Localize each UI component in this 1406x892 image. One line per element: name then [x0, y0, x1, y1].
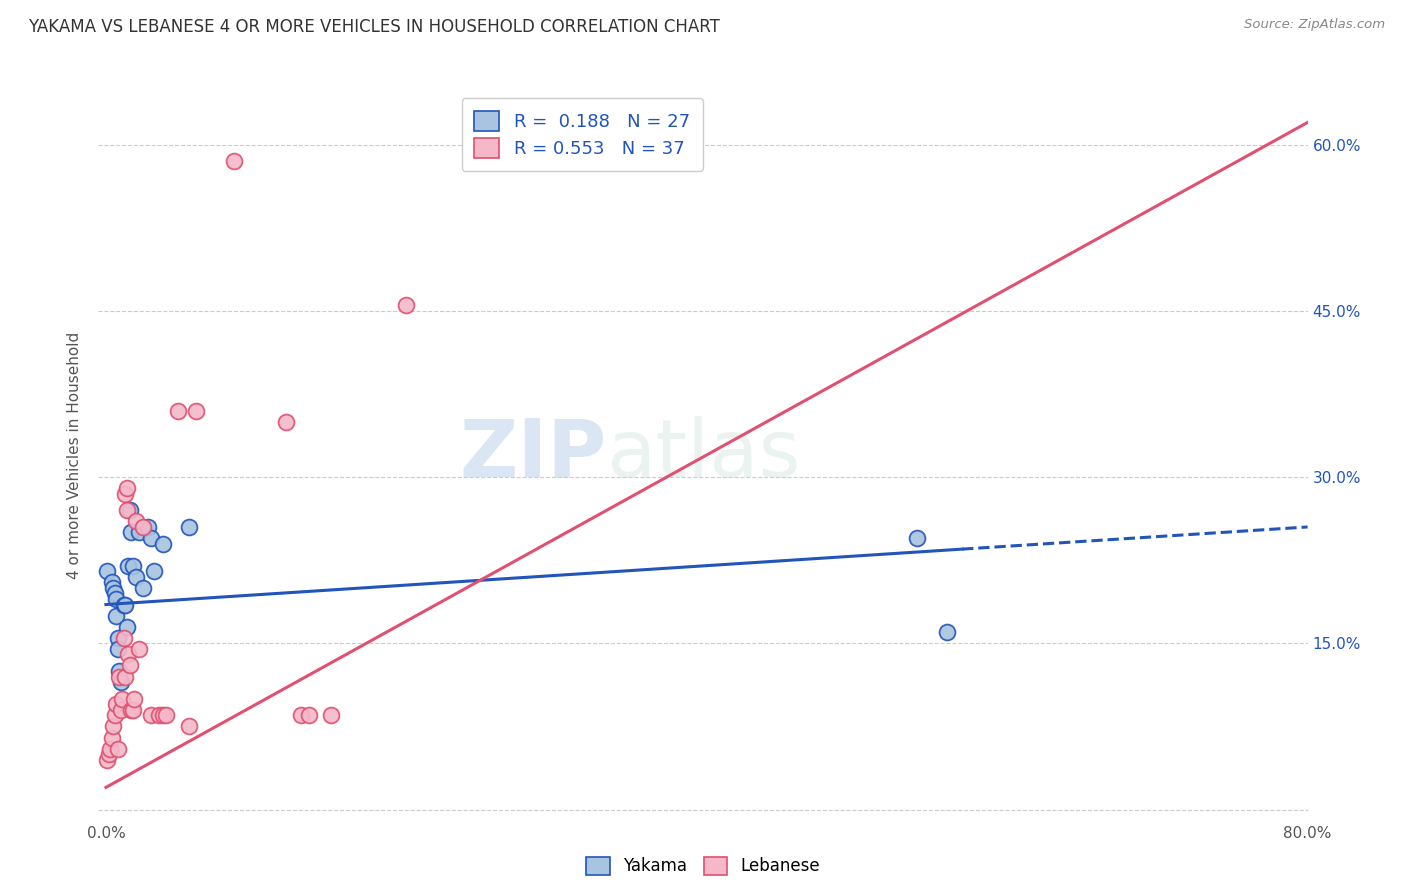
Point: [132, 581, 155, 595]
Point: [321, 708, 343, 723]
Point: [905, 531, 928, 545]
Point: [177, 520, 200, 534]
Point: [110, 703, 132, 717]
Point: [114, 598, 136, 612]
Point: [121, 525, 143, 540]
Point: [121, 703, 143, 717]
Text: YAKAMA VS LEBANESE 4 OR MORE VEHICLES IN HOUSEHOLD CORRELATION CHART: YAKAMA VS LEBANESE 4 OR MORE VEHICLES IN…: [28, 18, 720, 36]
Point: [96, 753, 118, 767]
Point: [107, 641, 129, 656]
Point: [108, 669, 131, 683]
Point: [128, 641, 150, 656]
Point: [222, 154, 245, 169]
Point: [118, 658, 141, 673]
Point: [101, 731, 124, 745]
Point: [125, 515, 148, 529]
Point: [97, 747, 120, 761]
Point: [108, 664, 131, 678]
Point: [112, 631, 135, 645]
Point: [132, 520, 155, 534]
Point: [110, 675, 132, 690]
Point: [105, 608, 128, 623]
Point: [101, 575, 124, 590]
Point: [122, 558, 145, 573]
Point: [276, 415, 298, 429]
Point: [167, 403, 190, 417]
Point: [139, 531, 162, 545]
Point: [155, 708, 177, 723]
Point: [936, 625, 959, 640]
Text: Source: ZipAtlas.com: Source: ZipAtlas.com: [1244, 18, 1385, 31]
Point: [298, 708, 321, 723]
Point: [103, 581, 125, 595]
Point: [136, 520, 159, 534]
Point: [114, 486, 136, 500]
Point: [290, 708, 312, 723]
Point: [177, 719, 200, 733]
Point: [143, 564, 166, 578]
Point: [96, 564, 118, 578]
Y-axis label: 4 or more Vehicles in Household: 4 or more Vehicles in Household: [67, 331, 83, 579]
Point: [152, 708, 174, 723]
Point: [105, 698, 128, 712]
Point: [107, 631, 129, 645]
Point: [112, 598, 135, 612]
Point: [148, 708, 170, 723]
Point: [107, 741, 129, 756]
Point: [100, 741, 122, 756]
Legend: Yakama, Lebanese: Yakama, Lebanese: [576, 847, 830, 886]
Point: [395, 298, 418, 312]
Point: [115, 620, 138, 634]
Point: [122, 703, 145, 717]
Point: [104, 586, 127, 600]
Text: atlas: atlas: [606, 416, 800, 494]
Point: [128, 525, 150, 540]
Point: [184, 403, 207, 417]
Point: [111, 691, 134, 706]
Point: [103, 719, 125, 733]
Point: [104, 708, 127, 723]
Point: [125, 570, 148, 584]
Point: [139, 708, 162, 723]
Point: [117, 558, 139, 573]
Text: ZIP: ZIP: [458, 416, 606, 494]
Point: [124, 691, 146, 706]
Point: [152, 536, 174, 550]
Point: [117, 648, 139, 662]
Point: [114, 669, 136, 683]
Point: [115, 481, 138, 495]
Point: [105, 592, 128, 607]
Point: [118, 503, 141, 517]
Point: [115, 503, 138, 517]
